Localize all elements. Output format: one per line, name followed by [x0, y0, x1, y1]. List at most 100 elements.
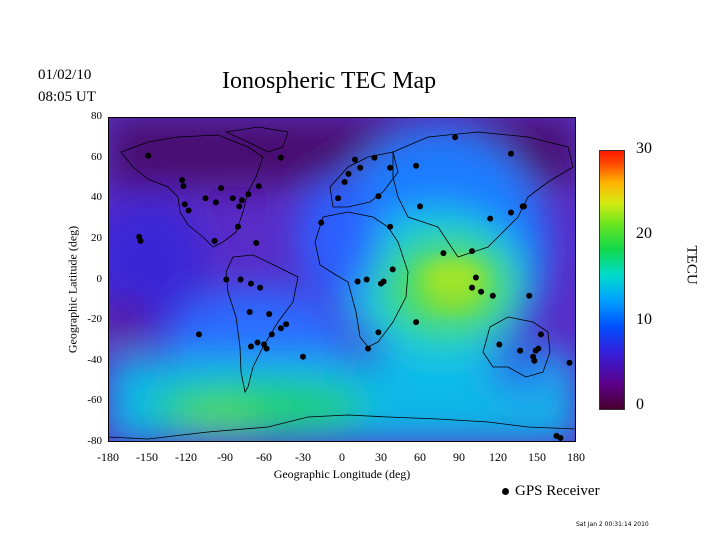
gps-receiver-marker	[469, 284, 475, 291]
gps-receiver-marker	[335, 195, 342, 202]
gps-receiver-marker	[237, 276, 244, 283]
gps-receiver-marker	[223, 276, 230, 283]
footer-timestamp: Sat Jan 2 00:31:14 2010	[576, 521, 649, 528]
gps-receiver-marker	[263, 345, 270, 352]
gps-receiver-marker	[508, 209, 514, 216]
gps-receiver-marker	[413, 319, 420, 326]
gps-receiver-marker	[371, 154, 378, 161]
x-tick-label: -120	[175, 450, 197, 464]
y-tick-label: -60	[87, 394, 102, 407]
gps-receiver-marker	[440, 250, 447, 257]
gps-receiver-marker	[253, 239, 260, 246]
gps-receiver-marker	[180, 183, 187, 190]
colorbar-tick: 10	[636, 310, 652, 328]
gps-receiver-marker	[268, 331, 275, 338]
x-tick-label: 150	[528, 450, 546, 464]
gps-receiver-marker	[378, 280, 384, 287]
legend: GPS Receiver	[502, 483, 600, 500]
gps-receiver-marker	[283, 321, 290, 328]
gps-receiver-marker	[566, 359, 573, 366]
gps-receiver-marker	[537, 331, 544, 338]
gps-receiver-marker	[277, 154, 284, 161]
y-tick-label: 40	[91, 191, 102, 204]
gps-receiver-marker	[531, 357, 538, 364]
y-tick-label: 60	[91, 150, 102, 163]
gps-receiver-marker	[218, 185, 225, 192]
gps-receiver-marker	[255, 183, 262, 190]
gps-receiver-markers	[136, 134, 573, 441]
colorbar-label: TECU	[683, 245, 700, 285]
x-tick-label: -90	[217, 450, 233, 464]
gps-receiver-marker	[212, 199, 219, 206]
gps-receiver-marker	[389, 266, 396, 273]
tec-map	[108, 117, 576, 442]
x-tick-label: -30	[295, 450, 311, 464]
gps-receiver-marker	[277, 325, 284, 332]
gps-receiver-marker	[352, 156, 358, 163]
y-tick-label: 20	[91, 231, 102, 244]
legend-label: GPS Receiver	[515, 483, 600, 499]
gps-receiver-marker	[229, 195, 236, 202]
x-tick-label: -180	[97, 450, 119, 464]
gps-receiver-marker	[185, 207, 192, 214]
x-tick-label: 30	[375, 450, 387, 464]
x-tick-label: 180	[567, 450, 585, 464]
gps-receiver-marker	[248, 280, 254, 287]
coastline-outlines	[108, 126, 576, 440]
gps-receiver-marker	[145, 152, 152, 159]
gps-receiver-marker	[557, 434, 564, 441]
gps-receiver-marker	[519, 203, 526, 210]
gps-receiver-marker	[452, 134, 459, 141]
x-tick-label: -150	[136, 450, 158, 464]
gps-receiver-marker	[535, 345, 542, 352]
colorbar-tick: 0	[636, 396, 644, 413]
x-tick-label: 0	[339, 450, 345, 464]
gps-receiver-marker	[257, 284, 264, 291]
x-tick-label: 60	[414, 450, 426, 464]
gps-receiver-marker	[357, 164, 364, 171]
gps-receiver-marker	[246, 309, 253, 315]
gps-receiver-marker	[235, 223, 241, 230]
x-tick-label: 90	[453, 450, 465, 464]
gps-receiver-marker	[365, 345, 371, 352]
y-tick-label: -20	[87, 313, 102, 326]
gps-receiver-marker	[472, 274, 479, 281]
gps-receiver-marker	[211, 237, 218, 244]
gps-receiver-marker	[387, 223, 394, 230]
gps-receiver-marker	[137, 237, 144, 244]
gps-receiver-marker	[413, 162, 420, 169]
gps-receiver-marker	[487, 215, 494, 222]
x-tick-label: -60	[256, 450, 272, 464]
gps-receiver-marker	[238, 197, 245, 204]
colorbar	[599, 150, 625, 410]
gps-receiver-marker	[526, 292, 533, 299]
gps-receiver-marker	[517, 347, 524, 354]
gps-receiver-marker	[245, 191, 252, 198]
y-axis-label: Geographic Latitude (deg)	[65, 225, 80, 354]
date-text: 01/02/10	[38, 67, 92, 83]
gps-receiver-marker	[266, 311, 273, 318]
y-tick-label: 0	[96, 272, 103, 285]
gps-receiver-marker	[202, 195, 209, 202]
gps-receiver-marker	[508, 150, 514, 157]
gps-receiver-marker	[354, 278, 361, 285]
gps-receiver-marker	[196, 331, 202, 338]
time-text: 08:05 UT	[38, 89, 96, 105]
gps-receiver-marker	[363, 276, 370, 283]
gps-receiver-marker	[375, 329, 382, 336]
gps-receiver-marker	[248, 343, 254, 350]
colorbar-tick: 20	[636, 225, 652, 243]
map-title: Ionospheric TEC Map	[222, 68, 437, 94]
timestamp-label: 01/02/10 08:05 UT	[38, 64, 96, 108]
receiver-dot-icon	[502, 488, 509, 496]
gps-receiver-marker	[496, 341, 503, 348]
gps-receiver-marker	[375, 193, 382, 200]
gps-receiver-marker	[469, 248, 475, 255]
gps-receiver-marker	[478, 288, 485, 295]
gps-receiver-marker	[318, 219, 325, 226]
gps-receiver-marker	[417, 203, 423, 210]
x-tick-label: 120	[489, 450, 507, 464]
gps-receiver-marker	[345, 170, 352, 177]
y-tick-label: -40	[87, 353, 102, 366]
colorbar-tick: 30	[636, 140, 652, 157]
